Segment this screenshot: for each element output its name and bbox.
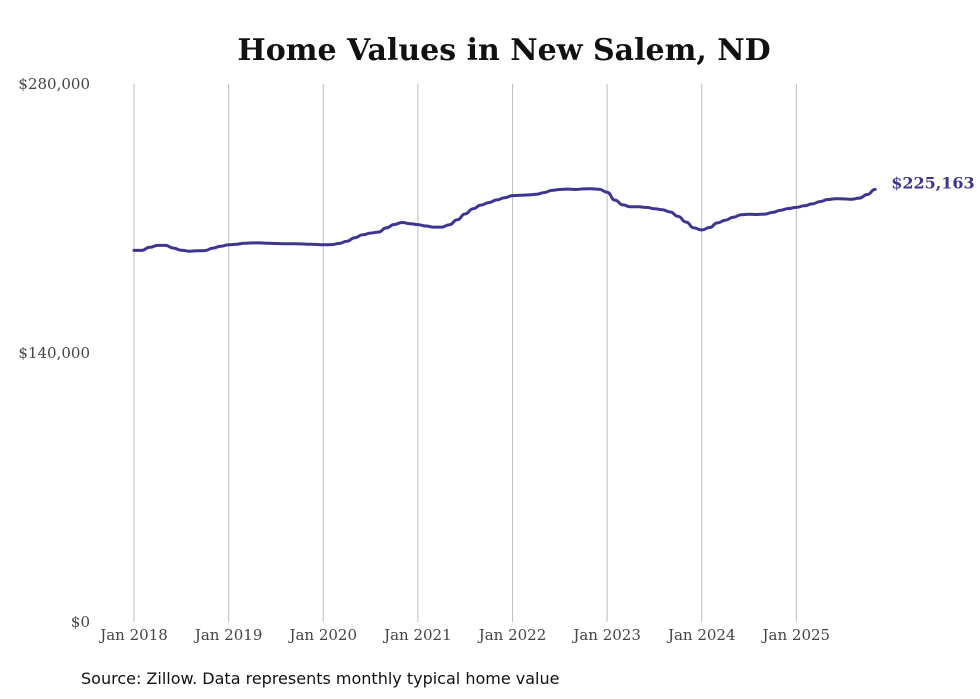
x-tick-label: Jan 2021: [382, 626, 452, 644]
x-tick-label: Jan 2019: [193, 626, 263, 644]
y-tick-label: $280,000: [18, 75, 90, 93]
x-tick-label: Jan 2024: [666, 626, 736, 644]
end-value-label: $225,163: [891, 173, 975, 192]
x-tick-label: Jan 2025: [761, 626, 831, 644]
gridlines: [133, 84, 797, 622]
x-axis: Jan 2018 Jan 2019 Jan 2020 Jan 2021 Jan 2022…: [98, 626, 830, 644]
chart-title: Home Values in New Salem, ND: [237, 33, 770, 68]
y-tick-label: $140,000: [18, 344, 90, 362]
x-tick-label: Jan 2022: [477, 626, 547, 644]
series-line-home-value: [132, 187, 877, 253]
y-tick-label: $0: [71, 613, 90, 631]
y-axis: $0 $140,000 $280,000: [18, 75, 90, 631]
x-tick-label: Jan 2020: [287, 626, 357, 644]
x-tick-label: Jan 2018: [98, 626, 168, 644]
source-note: Source: Zillow. Data represents monthly …: [81, 669, 559, 688]
x-tick-label: Jan 2023: [571, 626, 641, 644]
